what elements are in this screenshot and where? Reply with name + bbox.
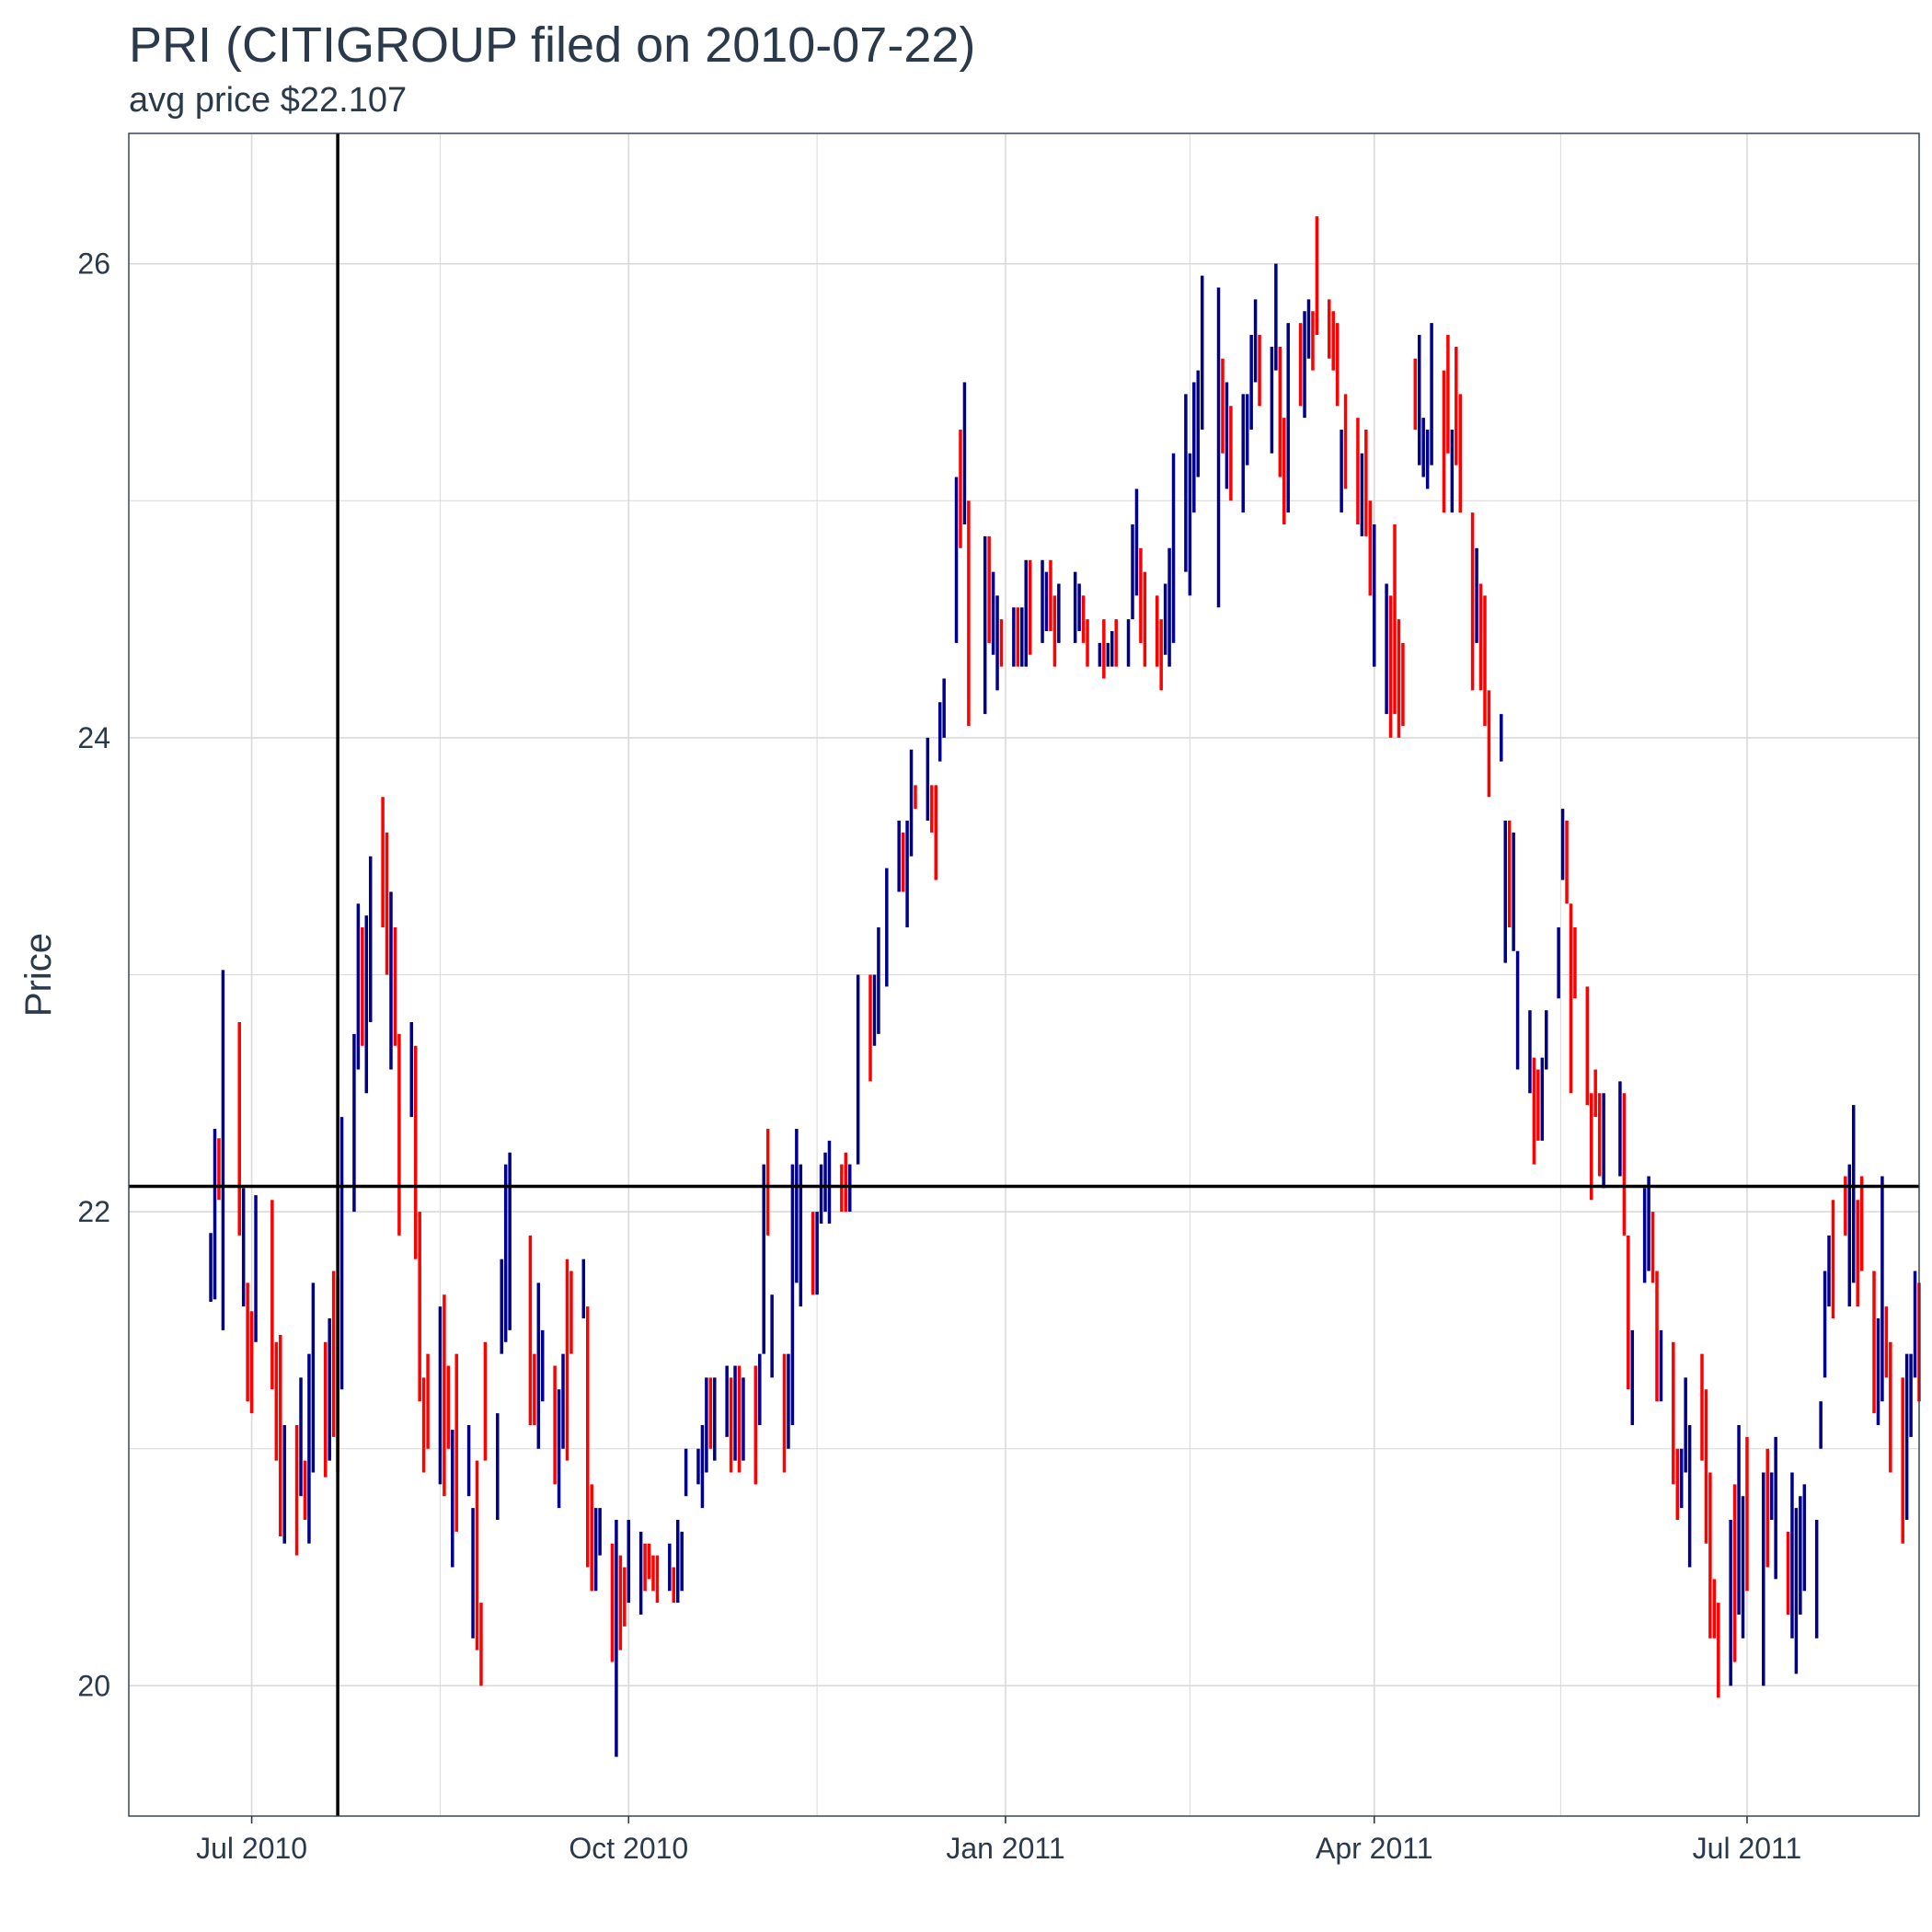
x-tick-label: Apr 2011 [1316, 1832, 1433, 1865]
y-axis-ticks: 20 22 24 26 [77, 247, 110, 1703]
y-axis-title: Price [18, 933, 59, 1017]
y-tick-label: 20 [77, 1669, 110, 1702]
y-tick-label: 22 [77, 1195, 110, 1228]
grid-lines [129, 133, 1919, 1816]
y-tick-label: 24 [77, 721, 110, 754]
y-tick-label: 26 [77, 247, 110, 281]
x-tick-label: Oct 2010 [569, 1832, 688, 1865]
price-bars [209, 216, 1921, 1757]
chart-subtitle: avg price $22.107 [129, 81, 408, 120]
chart-title: PRI (CITIGROUP filed on 2010-07-22) [129, 17, 976, 73]
x-tick-label: Jan 2011 [946, 1832, 1064, 1865]
x-tick-label: Jul 2011 [1693, 1832, 1802, 1865]
x-tick-label: Jul 2010 [196, 1832, 307, 1865]
reference-lines [129, 133, 1919, 1816]
x-axis-ticks: Jul 2010 Oct 2010 Jan 2011 Apr 2011 Jul 2011 [196, 1816, 1801, 1865]
plot-frame [128, 132, 1920, 1817]
